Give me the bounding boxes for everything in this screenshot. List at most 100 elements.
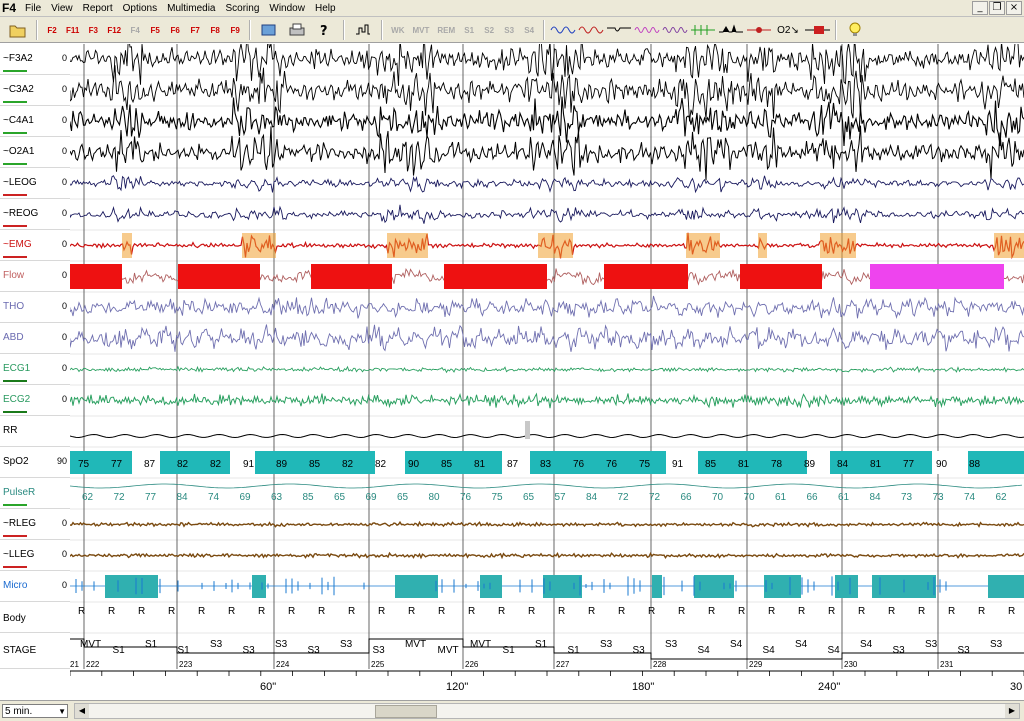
pulse-value: 74 [208,492,220,503]
spo2-recovery [132,451,160,474]
arousal-marker-icon[interactable] [804,20,830,40]
body-position-marker: R [318,606,325,617]
channel-label-row[interactable]: ABD 0 [0,323,70,354]
channel-label-row[interactable]: THO 0 [0,292,70,323]
spo2-value: 87 [144,459,156,470]
body-position-marker: R [768,606,775,617]
channel-name: ~C4A1 [3,115,34,126]
stage-label: MVT [470,639,491,650]
channel-label-row[interactable]: Micro 0 [0,571,70,602]
stage-button-wk[interactable]: WK [391,25,405,35]
eeg-wave-icon[interactable] [550,20,576,40]
body-position-marker: R [828,606,835,617]
signal-trace [70,295,1024,319]
help-icon[interactable]: ? [312,20,338,40]
menu-scoring[interactable]: Scoring [225,2,260,14]
limb-movement-icon[interactable] [718,20,744,40]
fkey-button-f11[interactable]: F11 [66,25,80,35]
fkey-button-f12[interactable]: F12 [107,25,122,35]
scroll-thumb[interactable] [375,705,437,718]
channel-zero-value: 0 [61,549,67,559]
marker-icon[interactable] [746,20,772,40]
time-scale-select[interactable]: 5 min. ▼ [2,704,68,718]
lightbulb-icon[interactable] [842,20,868,40]
stage-label: S3 [665,639,678,650]
channel-name: THO [3,301,25,312]
channel-label-row[interactable]: Body [0,602,70,633]
stage-button-s3[interactable]: S3 [504,25,515,35]
channel-label-row[interactable]: ~EMG 0 [0,230,70,261]
channel-label-row[interactable]: PulseR [0,478,70,509]
channel-label-row[interactable]: STAGE [0,633,70,669]
fkey-button-f3[interactable]: F3 [88,25,99,35]
apnea-event [604,264,688,289]
restore-button[interactable]: ❐ [989,1,1005,15]
apnea-event [178,264,260,289]
time-tick-label: 180" [632,681,654,693]
channel-name: RR [3,425,18,436]
fkey-button-f4[interactable]: F4 [130,25,140,35]
body-position-marker: R [678,606,685,617]
pulse-value: 63 [271,492,283,503]
fkey-button-f9[interactable]: F9 [230,25,240,35]
fkey-button-f2[interactable]: F2 [47,25,57,35]
channel-label-row[interactable]: SpO2 90 [0,447,70,478]
o2-desaturation-button[interactable]: O2↘ [777,24,799,36]
channel-label-row[interactable]: Flow 0 [0,261,70,292]
channel-name: Micro [3,580,28,591]
stage-label: S3 [275,639,288,650]
effort-wave-icon[interactable] [662,20,688,40]
menu-view[interactable]: View [51,2,73,14]
flow-wave-icon[interactable] [634,20,660,40]
preview-icon[interactable] [256,20,282,40]
channel-label-row[interactable]: ECG2 0 [0,385,70,416]
body-position-marker: R [648,606,655,617]
minimize-button[interactable]: _ [972,1,988,15]
menu-window[interactable]: Window [269,2,305,14]
horizontal-scrollbar[interactable]: ◀ ▶ [74,703,1020,719]
channel-label-row[interactable]: ~C4A1 0 [0,106,70,137]
ecg-grid-icon[interactable] [690,20,716,40]
open-folder-icon[interactable] [5,20,31,40]
body-position-marker: R [78,606,85,617]
scroll-right-button[interactable]: ▶ [1005,704,1019,718]
stage-button-mvt[interactable]: MVT [412,25,430,35]
stage-button-s1[interactable]: S1 [464,25,475,35]
fkey-button-f6[interactable]: F6 [170,25,180,35]
menu-report[interactable]: Report [82,2,113,14]
menu-multimedia[interactable]: Multimedia [167,2,216,14]
body-position-marker: R [798,606,805,617]
fkey-button-f8[interactable]: F8 [210,25,220,35]
channel-label-row[interactable]: ~LLEG 0 [0,540,70,571]
stage-label: S1 [113,645,126,656]
channel-label-row[interactable]: ~RLEG 0 [0,509,70,540]
menu-help[interactable]: Help [314,2,336,14]
channel-label-row[interactable]: ~LEOG 0 [0,168,70,199]
eog-wave-icon[interactable] [578,20,604,40]
micro-arousal-event [252,575,266,598]
hypnogram-icon[interactable] [350,20,376,40]
stage-button-rem[interactable]: REM [437,25,456,35]
respiration-wave-icon[interactable] [606,20,632,40]
printer-icon[interactable] [284,20,310,40]
close-button[interactable]: × [1006,1,1022,15]
channel-label-row[interactable]: RR [0,416,70,447]
signal-trace-area[interactable]: 75 77 87 82 82 91 89 85 82 82 90 85 81 87 83 76 76 75 91 85… [70,44,1024,669]
stage-label: MVT [80,639,101,650]
stage-button-s4[interactable]: S4 [524,25,535,35]
channel-label-row[interactable]: ~C3A2 0 [0,75,70,106]
epoch-number: 228 [653,660,667,669]
menu-file[interactable]: File [25,2,42,14]
fkey-button-f5[interactable]: F5 [150,25,160,35]
channel-label-row[interactable]: ~O2A1 0 [0,137,70,168]
channel-label-row[interactable]: ~F3A2 0 [0,44,70,75]
micro-arousal-event [835,575,858,598]
stage-button-s2[interactable]: S2 [484,25,495,35]
scroll-left-button[interactable]: ◀ [75,704,89,718]
body-position-marker: R [618,606,625,617]
channel-label-row[interactable]: ECG1 0 [0,354,70,385]
fkey-button-f7[interactable]: F7 [190,25,200,35]
channel-label-row[interactable]: ~REOG 0 [0,199,70,230]
spo2-value: 82 [210,459,222,470]
menu-options[interactable]: Options [122,2,158,14]
